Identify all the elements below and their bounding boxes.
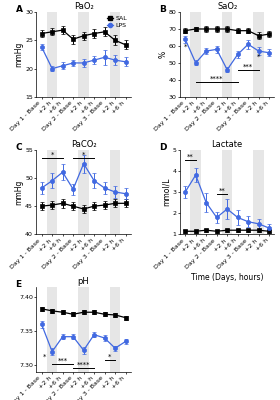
Bar [110, 12, 120, 97]
Bar [222, 150, 232, 234]
Text: ****: **** [77, 362, 90, 368]
Bar [110, 287, 120, 372]
Text: *: * [108, 354, 111, 360]
Text: **: ** [219, 188, 225, 194]
Bar [47, 287, 57, 372]
Text: *: * [50, 152, 54, 158]
Title: PaCO₂: PaCO₂ [71, 140, 96, 149]
Y-axis label: mmol/L: mmol/L [162, 178, 171, 206]
Bar [47, 150, 57, 234]
Bar [253, 150, 264, 234]
Y-axis label: mmHg: mmHg [15, 42, 24, 67]
Text: ****: **** [210, 76, 223, 82]
Text: *: * [82, 152, 85, 158]
Text: **: ** [187, 154, 194, 160]
Text: ***: *** [243, 64, 253, 70]
Title: pH: pH [78, 277, 90, 286]
Bar [78, 287, 89, 372]
Legend: SAL, LPS: SAL, LPS [107, 15, 128, 28]
Text: E: E [16, 280, 22, 289]
Text: *: * [257, 54, 260, 60]
Title: SaO₂: SaO₂ [217, 2, 237, 11]
Bar [78, 12, 89, 97]
Bar [110, 150, 120, 234]
Text: *: * [183, 43, 187, 49]
Bar [190, 150, 201, 234]
Title: PaO₂: PaO₂ [74, 2, 94, 11]
Bar [190, 12, 201, 97]
Text: C: C [16, 143, 22, 152]
Bar [253, 12, 264, 97]
Title: Lactate: Lactate [212, 140, 243, 149]
Y-axis label: %: % [158, 51, 167, 58]
Text: B: B [159, 5, 166, 14]
Y-axis label: mmHg: mmHg [15, 179, 24, 205]
Bar [78, 150, 89, 234]
X-axis label: Time (Days, hours): Time (Days, hours) [191, 272, 263, 282]
Bar [222, 12, 232, 97]
Bar [47, 12, 57, 97]
Text: ***: *** [58, 358, 68, 364]
Text: A: A [16, 5, 23, 14]
Text: *: * [43, 354, 46, 360]
Text: D: D [159, 143, 167, 152]
